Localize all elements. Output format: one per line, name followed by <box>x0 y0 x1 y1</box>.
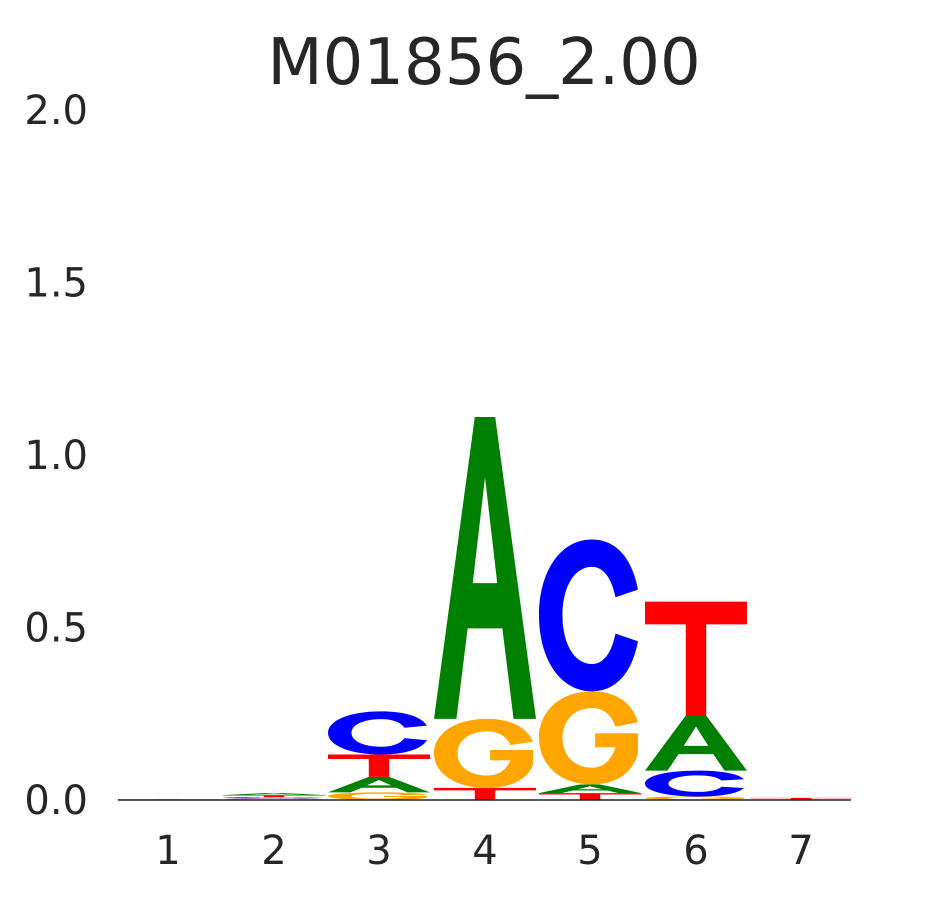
logo-letter-a <box>645 715 747 771</box>
y-tick-label: 1.0 <box>24 433 88 479</box>
y-tick-label: 0.5 <box>24 606 88 652</box>
logo-letter-t <box>223 795 325 798</box>
logo-letter-g <box>328 792 427 800</box>
logo-letter-a <box>539 784 641 794</box>
logo-letter-c <box>223 797 322 799</box>
logo-letter-t <box>328 754 430 777</box>
x-axis: 1 2 3 4 5 6 7 <box>155 828 813 874</box>
logo-letter-t <box>539 793 641 800</box>
chart-title: M01856_2.00 <box>267 26 700 100</box>
logo-letter-g <box>645 796 744 800</box>
logo-letter-c <box>328 711 427 755</box>
logo-letter-a <box>328 776 430 793</box>
y-tick-label: 0.0 <box>24 778 88 824</box>
logo-letter-a <box>434 417 536 719</box>
y-tick-label: 2.0 <box>24 88 88 134</box>
x-tick-label: 7 <box>788 828 813 874</box>
y-axis: 0.0 0.5 1.0 1.5 2.0 <box>24 88 88 824</box>
x-tick-label: 5 <box>577 828 602 874</box>
logo-letter-a <box>223 793 325 796</box>
logo-letter-t <box>434 787 536 800</box>
logo-letter-c <box>539 539 638 692</box>
y-tick-label: 1.5 <box>24 261 88 307</box>
logo-letter-g <box>539 691 638 785</box>
logo-letter-t <box>750 797 852 800</box>
logo-letter-t <box>645 601 747 716</box>
logo-letters <box>117 417 852 800</box>
x-tick-label: 6 <box>683 828 708 874</box>
x-tick-label: 4 <box>472 828 497 874</box>
logo-letter-c <box>645 770 744 797</box>
logo-letter-g <box>434 718 533 788</box>
x-tick-label: 3 <box>366 828 391 874</box>
x-tick-label: 2 <box>261 828 286 874</box>
x-tick-label: 1 <box>155 828 180 874</box>
